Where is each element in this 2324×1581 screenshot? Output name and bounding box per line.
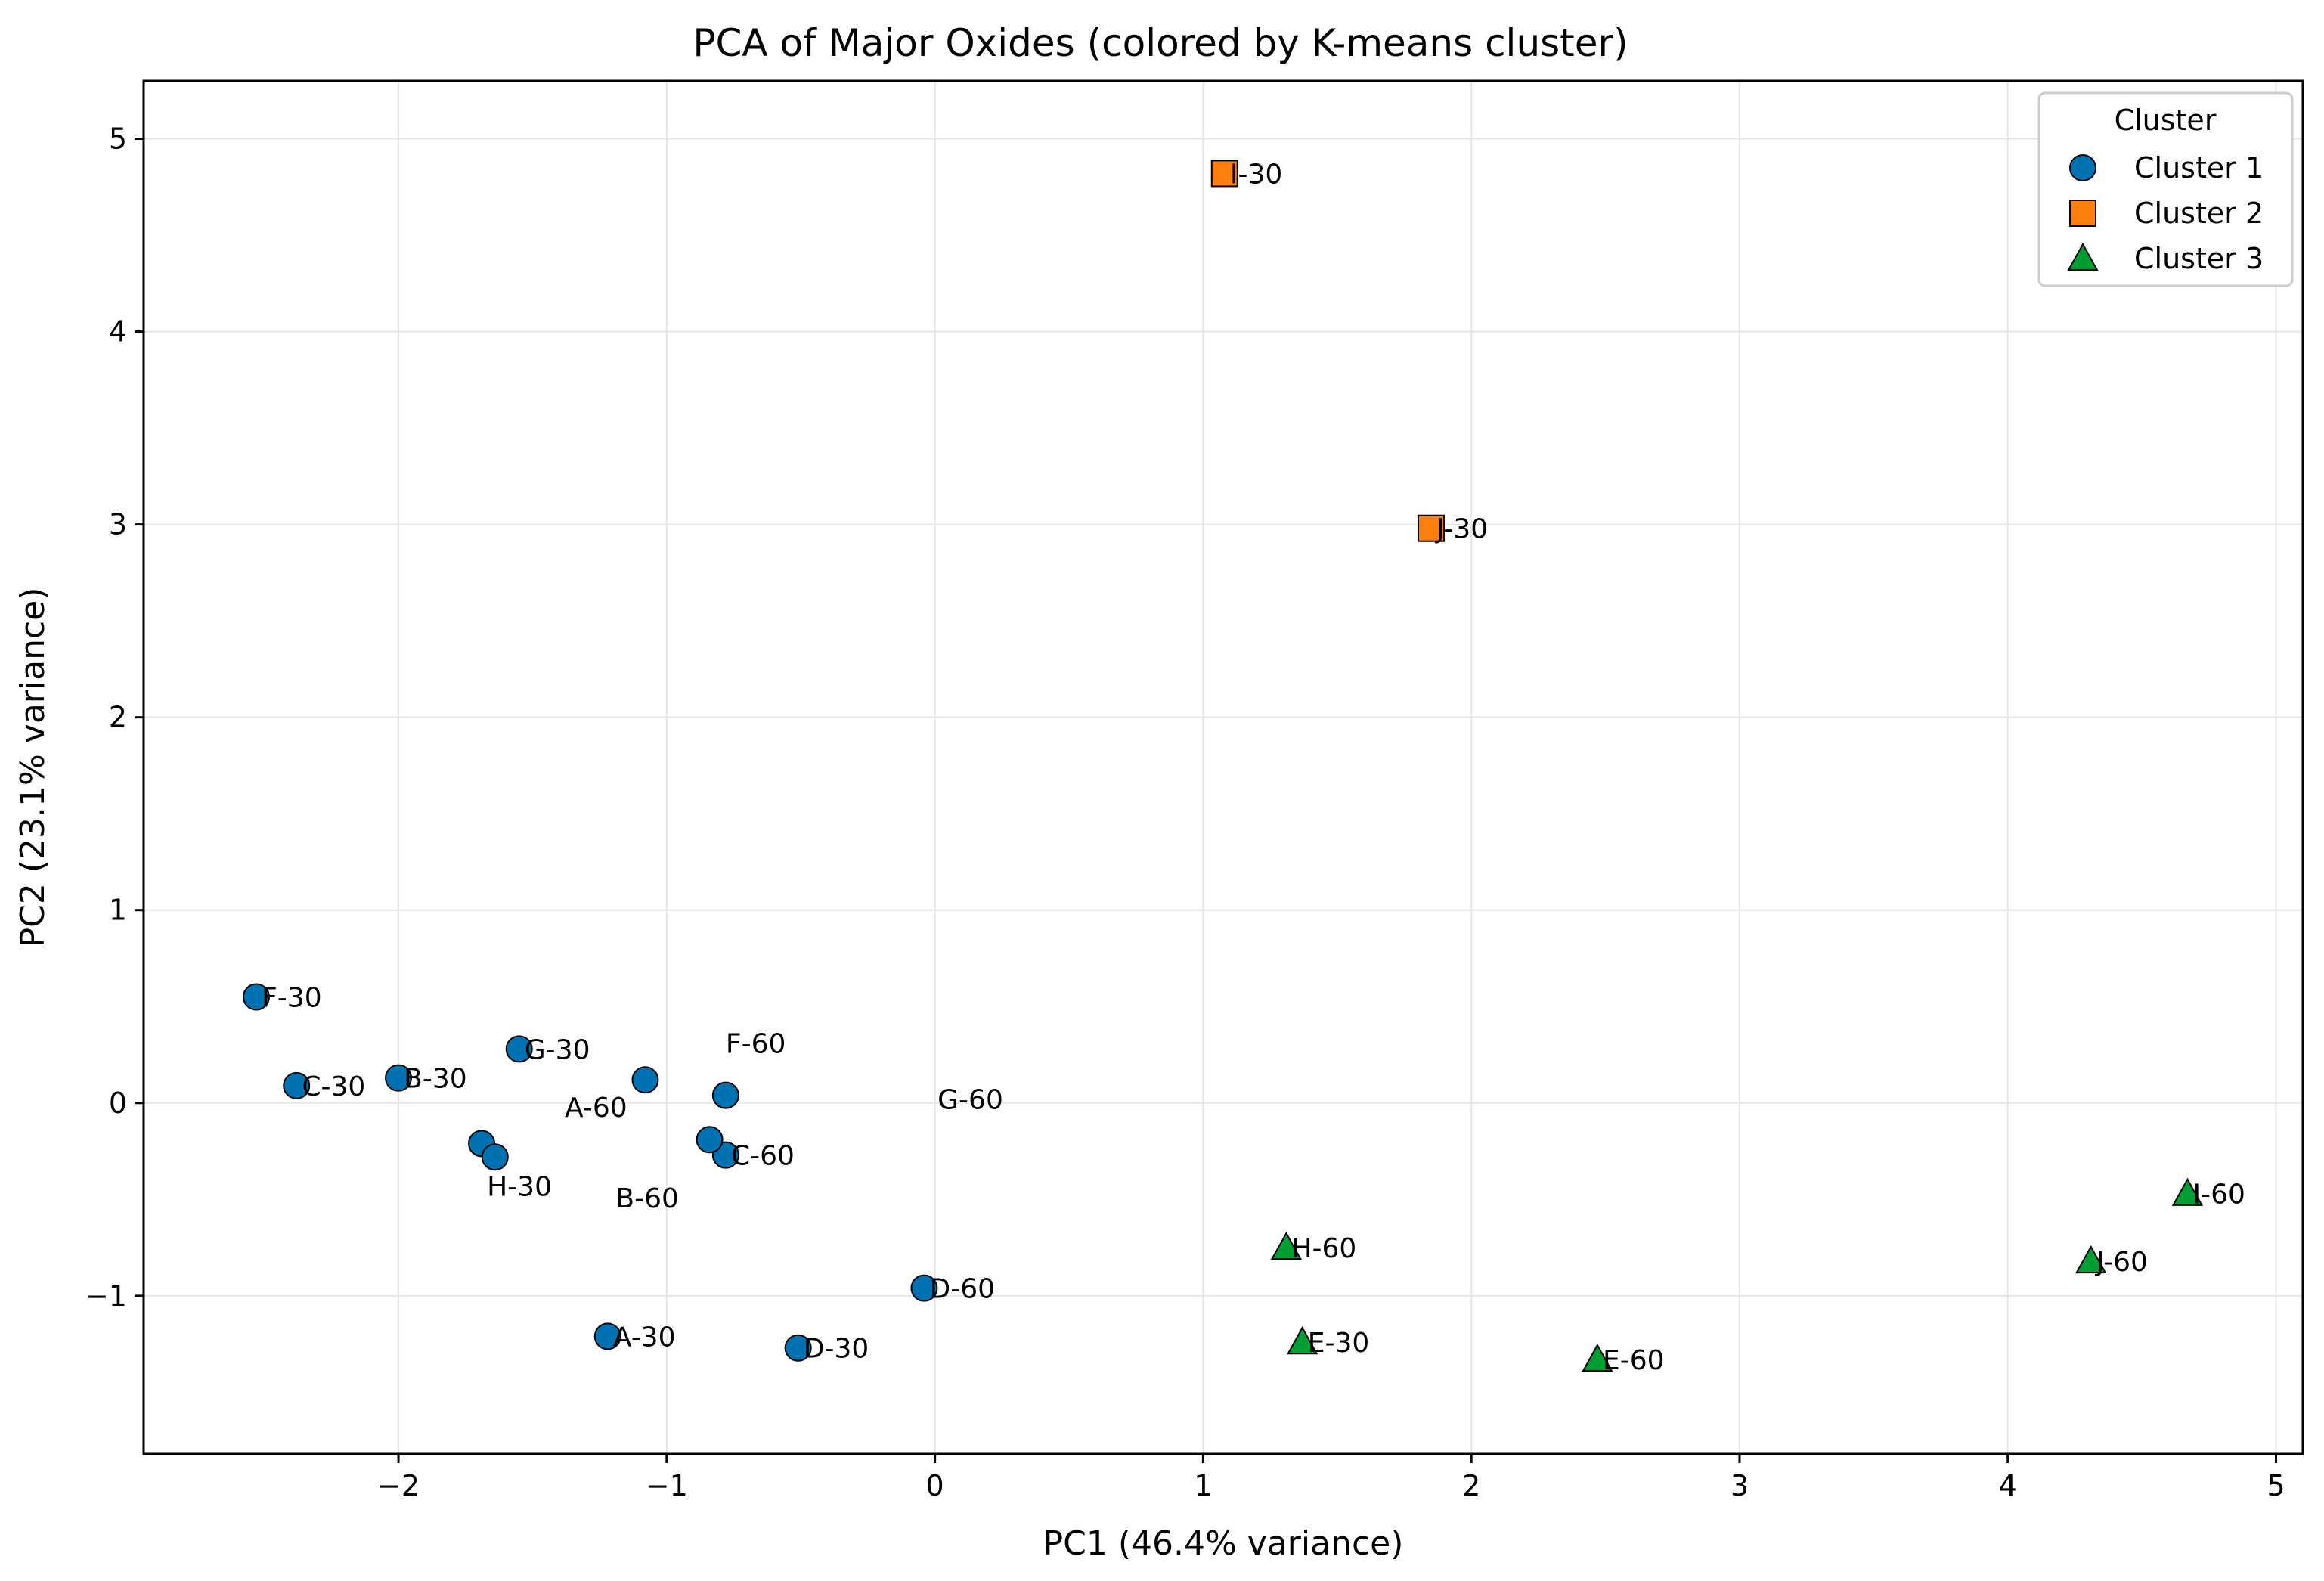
point-label-C-30: C-30 bbox=[302, 1071, 365, 1102]
x-tick-label: 5 bbox=[2267, 1469, 2285, 1502]
x-tick-label: 3 bbox=[1731, 1469, 1749, 1502]
point-D-30 bbox=[784, 1334, 812, 1362]
y-tick-label: 3 bbox=[109, 508, 127, 541]
point-label-A-30: A-30 bbox=[613, 1322, 676, 1353]
point-label-E-30: E-30 bbox=[1308, 1328, 1370, 1359]
legend-box bbox=[2037, 91, 2294, 287]
x-tick-label: −1 bbox=[646, 1469, 688, 1502]
point-label-J-60: J-60 bbox=[2095, 1247, 2148, 1278]
legend-label-3: Cluster 3 bbox=[2134, 242, 2264, 275]
point-label-B-30: B-30 bbox=[404, 1064, 467, 1095]
point-layer bbox=[243, 160, 2204, 1372]
point-label-D-60: D-60 bbox=[930, 1274, 996, 1305]
point-I-30 bbox=[1210, 160, 1238, 188]
point-label-D-30: D-30 bbox=[804, 1334, 869, 1365]
y-tick-label: 1 bbox=[109, 894, 127, 927]
point-D-60 bbox=[910, 1274, 938, 1302]
y-tick-label: 0 bbox=[109, 1087, 127, 1120]
point-label-J-30: J-30 bbox=[1435, 514, 1488, 545]
point-label-G-60: G-60 bbox=[937, 1085, 1003, 1116]
point-label-B-60: B-60 bbox=[615, 1183, 679, 1214]
point-label-F-30: F-30 bbox=[262, 983, 322, 1014]
point-F-60 bbox=[711, 1081, 739, 1109]
point-label-F-60: F-60 bbox=[726, 1029, 786, 1060]
x-axis-label: PC1 (46.4% variance) bbox=[1043, 1524, 1404, 1563]
legend-title: Cluster bbox=[2115, 104, 2217, 137]
x-tick-label: 0 bbox=[926, 1469, 944, 1502]
point-B-30 bbox=[385, 1064, 413, 1092]
plot-frame bbox=[142, 79, 2304, 1455]
chart-title: PCA of Major Oxides (colored by K-means … bbox=[693, 21, 1628, 65]
label-layer: F-30 C-30 B-30 G-30 A-60 F-60 C-60 B-60 H-30 G-60… bbox=[262, 159, 2245, 1376]
point-label-E-60: E-60 bbox=[1603, 1345, 1665, 1376]
legend-marker-2 bbox=[2069, 200, 2096, 227]
y-axis-label: PC2 (23.1% variance) bbox=[14, 587, 52, 948]
legend-label-1: Cluster 1 bbox=[2134, 151, 2264, 184]
x-tick-label: 4 bbox=[1999, 1469, 2017, 1502]
point-C-30 bbox=[283, 1071, 311, 1099]
point-label-C-60: C-60 bbox=[731, 1141, 795, 1172]
point-G-60 bbox=[481, 1143, 509, 1171]
point-E-60 bbox=[1582, 1343, 1613, 1372]
point-J-30 bbox=[1417, 514, 1445, 542]
legend-marker-1 bbox=[2069, 154, 2096, 181]
legend-label-2: Cluster 2 bbox=[2134, 197, 2264, 230]
grid-layer bbox=[144, 81, 2303, 1454]
point-J-60 bbox=[2075, 1245, 2107, 1274]
y-tick-label: 5 bbox=[109, 122, 127, 156]
point-label-H-30: H-30 bbox=[487, 1171, 552, 1202]
x-tick-label: 2 bbox=[1462, 1469, 1480, 1502]
x-tick-label: −2 bbox=[377, 1469, 420, 1502]
tick-layer: −2 −1 0 1 2 3 4 5 −1 0 1 2 3 4 5 bbox=[85, 122, 2285, 1502]
point-A-60 bbox=[631, 1066, 659, 1094]
y-tick-label: −1 bbox=[85, 1279, 127, 1313]
point-label-H-60: H-60 bbox=[1291, 1233, 1356, 1264]
point-E-30 bbox=[1286, 1326, 1318, 1355]
x-tick-label: 1 bbox=[1194, 1469, 1212, 1502]
point-H-60 bbox=[1270, 1232, 1303, 1260]
legend: Cluster Cluster 1 Cluster 2 Cluster 3 bbox=[2037, 91, 2294, 287]
point-A-30 bbox=[593, 1322, 621, 1350]
point-label-G-30: G-30 bbox=[525, 1034, 590, 1065]
point-label-A-60: A-60 bbox=[565, 1093, 627, 1124]
point-G-30 bbox=[505, 1035, 533, 1063]
point-B-60 bbox=[696, 1126, 724, 1154]
y-tick-label: 2 bbox=[109, 701, 127, 734]
point-label-I-30: I-30 bbox=[1230, 159, 1282, 190]
legend-entries: Cluster 1 Cluster 2 Cluster 3 bbox=[2067, 151, 2264, 275]
point-label-I-60: I-60 bbox=[2193, 1180, 2245, 1211]
point-I-60 bbox=[2171, 1177, 2204, 1206]
point-F-30 bbox=[243, 983, 271, 1011]
legend-marker-3 bbox=[2067, 242, 2099, 271]
y-tick-label: 4 bbox=[109, 315, 127, 349]
